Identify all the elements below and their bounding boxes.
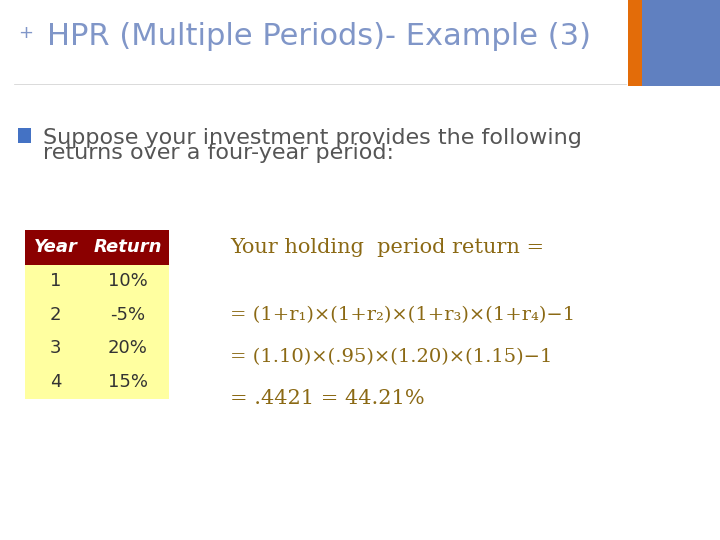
Text: = (1+r₁)×(1+r₂)×(1+r₃)×(1+r₄)−1: = (1+r₁)×(1+r₂)×(1+r₃)×(1+r₄)−1 xyxy=(230,306,575,324)
Text: +: + xyxy=(18,24,33,42)
FancyBboxPatch shape xyxy=(18,128,31,143)
Text: 4: 4 xyxy=(50,373,61,391)
FancyBboxPatch shape xyxy=(25,265,169,298)
Text: returns over a four-year period:: returns over a four-year period: xyxy=(43,143,395,163)
FancyBboxPatch shape xyxy=(25,332,169,365)
Text: Return: Return xyxy=(94,238,162,256)
Text: Suppose your investment provides the following: Suppose your investment provides the fol… xyxy=(43,128,582,148)
FancyBboxPatch shape xyxy=(642,0,720,86)
Text: 20%: 20% xyxy=(108,339,148,357)
Text: 15%: 15% xyxy=(108,373,148,391)
Text: = .4421 = 44.21%: = .4421 = 44.21% xyxy=(230,389,425,408)
FancyBboxPatch shape xyxy=(25,230,169,265)
Text: 10%: 10% xyxy=(108,272,148,291)
Text: Your holding  period return =: Your holding period return = xyxy=(230,238,544,256)
FancyBboxPatch shape xyxy=(25,365,169,399)
Text: -5%: -5% xyxy=(110,306,145,324)
Text: 1: 1 xyxy=(50,272,61,291)
Text: Year: Year xyxy=(34,238,78,256)
Text: 2: 2 xyxy=(50,306,61,324)
FancyBboxPatch shape xyxy=(25,298,169,332)
Text: HPR (Multiple Periods)- Example (3): HPR (Multiple Periods)- Example (3) xyxy=(47,22,591,51)
FancyBboxPatch shape xyxy=(628,0,642,86)
Text: 3: 3 xyxy=(50,339,61,357)
Text: = (1.10)×(.95)×(1.20)×(1.15)−1: = (1.10)×(.95)×(1.20)×(1.15)−1 xyxy=(230,348,553,366)
